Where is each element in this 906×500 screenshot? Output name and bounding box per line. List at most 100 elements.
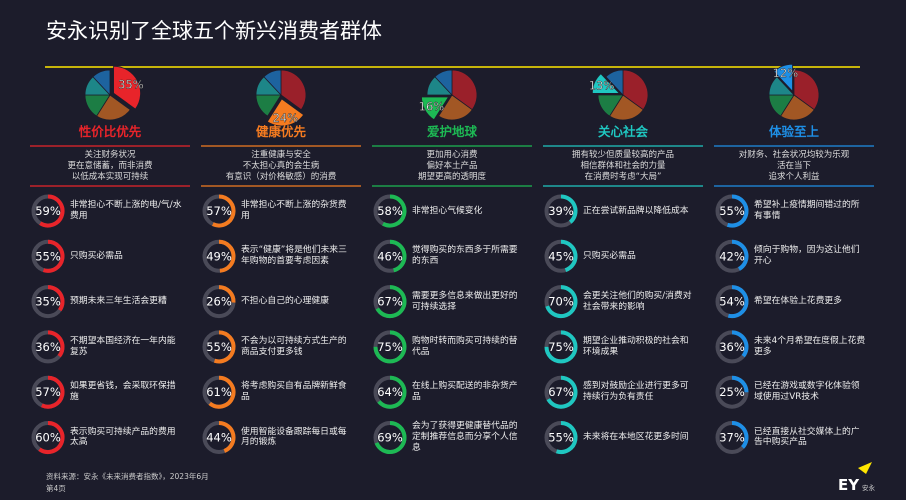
group-description: 更加用心消费 xyxy=(426,150,478,160)
group-description: 对财务、社会状况均较为乐观 xyxy=(738,150,850,160)
ring-arc xyxy=(375,285,407,319)
item-text: 表示购买可持续产品的费用太高 xyxy=(70,426,176,448)
ring-label: 57% xyxy=(35,385,61,399)
pie-label: 16% xyxy=(419,99,445,113)
item-text: 已经在游戏或数字化体验领域使用过VR技术 xyxy=(754,381,860,403)
ring-arc xyxy=(560,239,578,272)
ring-arc xyxy=(731,375,749,393)
pie-slice xyxy=(113,65,141,110)
pie-label: 12% xyxy=(773,66,799,80)
ring-arc xyxy=(47,285,65,312)
pie-slice xyxy=(451,69,478,111)
group-description: 注重健康与安全 xyxy=(251,150,311,160)
ring-label: 45% xyxy=(548,249,574,263)
pie-label: 35% xyxy=(118,77,144,91)
ring-arc xyxy=(545,285,578,319)
item-text: 倾向于购物，因为这让他们开心 xyxy=(754,245,860,267)
item-text: 表示“健康”将是他们未来三年购物的首要考虑因素 xyxy=(241,245,347,267)
item-text: 使用智能设备跟踪每日或每月的锻炼 xyxy=(241,426,347,448)
ring-arc xyxy=(374,421,407,454)
ring-label: 44% xyxy=(206,431,232,445)
item-text: 感到对鼓励企业进行更多可持续行为负有责任 xyxy=(583,381,689,403)
ring-arc xyxy=(38,421,65,454)
ring-arc xyxy=(218,285,236,303)
group-name: 健康优先 xyxy=(255,124,306,139)
ring-arc xyxy=(211,194,236,228)
pie-slice xyxy=(768,76,795,96)
ring-label: 64% xyxy=(377,385,403,399)
ring-label: 54% xyxy=(719,295,745,309)
ring-label: 59% xyxy=(35,204,61,218)
item-text: 不会为以可持续方式生产的商品支付更多钱 xyxy=(241,335,347,357)
ring-arc xyxy=(544,330,578,364)
pie-slice xyxy=(591,73,621,94)
pie-slice xyxy=(263,69,282,97)
group-name: 关心社会 xyxy=(597,124,648,139)
item-text: 已经直接从社交媒体上的广告中购买产品 xyxy=(754,426,860,448)
ring-label: 70% xyxy=(548,295,574,309)
pie-label: 13% xyxy=(589,79,615,93)
item-text: 正在尝试新品牌以降低成本 xyxy=(583,205,689,216)
group-description: 活在当下 xyxy=(776,161,811,171)
item-text: 需要更多信息来做出更好的可持续选择 xyxy=(412,290,518,312)
ring-arc xyxy=(731,239,749,271)
ring-label: 36% xyxy=(35,340,61,354)
ring-arc xyxy=(726,194,749,228)
ring-label: 61% xyxy=(206,385,232,399)
item-text: 只购买必需品 xyxy=(583,250,636,261)
ring-label: 37% xyxy=(719,431,745,445)
group-description: 在消费时考虑“大局” xyxy=(584,172,662,182)
pie-slice xyxy=(92,69,111,97)
ring-arc xyxy=(382,194,407,228)
group-description: 关注财务状况 xyxy=(84,150,136,160)
ring-label: 55% xyxy=(548,431,574,445)
pie-slice xyxy=(280,69,307,111)
pie-slice xyxy=(780,94,815,121)
ring-arc xyxy=(555,421,578,454)
ring-arc xyxy=(218,239,236,273)
page-number: 第4页 xyxy=(46,484,66,493)
item-text: 希望补上疫情期间错过的所有事情 xyxy=(754,200,860,221)
pie-slice xyxy=(597,94,624,117)
item-text: 在线上购买配送的非杂货产品 xyxy=(412,381,518,403)
ring-label: 39% xyxy=(548,204,574,218)
item-text: 只购买必需品 xyxy=(70,250,123,261)
ring-label: 55% xyxy=(35,249,61,263)
ring-arc xyxy=(213,330,236,364)
group-description: 偏好本土产品 xyxy=(426,161,478,171)
ring-label: 69% xyxy=(377,431,403,445)
ring-arc xyxy=(208,375,236,409)
pie-slice xyxy=(434,69,453,97)
ring-arc xyxy=(731,421,749,449)
ring-arc xyxy=(47,330,65,358)
ring-arc xyxy=(40,375,65,409)
ring-arc xyxy=(727,285,749,319)
group-description: 以低成本实现可持续 xyxy=(71,172,149,182)
item-text: 将考虑购买自有品牌新鲜食品 xyxy=(241,381,347,403)
ring-label: 67% xyxy=(377,295,403,309)
pie-slice xyxy=(421,96,450,121)
group-description: 相信群体和社会的力量 xyxy=(580,161,666,171)
group-description: 追求个人利益 xyxy=(768,172,820,182)
item-text: 未来4个月希望在度假上花费更多 xyxy=(754,335,866,357)
ring-arc xyxy=(373,330,407,364)
ring-arc xyxy=(39,194,65,228)
group-description: 有意识（对价格敏感）的消费 xyxy=(225,172,337,182)
pie-slice xyxy=(622,69,649,111)
ring-label: 42% xyxy=(719,249,745,263)
item-text: 非常担心不断上涨的电/气/水费用 xyxy=(70,200,182,221)
group-name: 爱护地球 xyxy=(426,124,477,139)
ring-arc xyxy=(546,375,578,409)
item-text: 会更关注他们的购买/消费对社会带来的影响 xyxy=(583,290,692,312)
ring-label: 75% xyxy=(548,340,574,354)
item-text: 不期望本国经济在一年内能复苏 xyxy=(70,335,176,357)
group-name: 性价比优先 xyxy=(78,124,142,139)
ring-arc xyxy=(218,421,236,453)
ring-label: 55% xyxy=(206,340,232,354)
item-text: 非常担心气候变化 xyxy=(412,205,483,216)
item-text: 购物时转而购买可持续的替代品 xyxy=(412,335,518,357)
group-description: 拥有较少但质量较高的产品 xyxy=(571,150,674,160)
item-text: 预期未来三年生活会更糟 xyxy=(70,296,167,307)
pie-slice xyxy=(96,94,131,121)
